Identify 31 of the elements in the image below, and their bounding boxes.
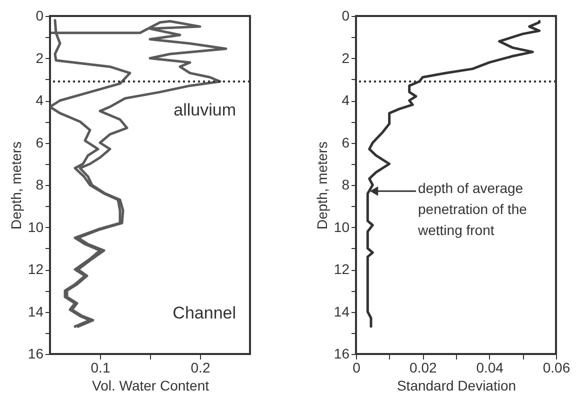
x-tick-label: 0 bbox=[352, 360, 361, 376]
y-tick-label: 8 bbox=[36, 176, 44, 192]
y-tick-label: 4 bbox=[342, 92, 350, 108]
y-tick-label: 10 bbox=[334, 218, 350, 235]
x-tick-label: 0.2 bbox=[190, 360, 210, 376]
y-tick-label: 2 bbox=[342, 50, 350, 66]
y-tick-label: 16 bbox=[334, 346, 350, 362]
x-tick-label: 0.06 bbox=[542, 360, 570, 376]
x-tick-label: 0.04 bbox=[476, 360, 504, 376]
y-tick-label: 2 bbox=[36, 50, 44, 66]
x-tick-label: 0.1 bbox=[90, 360, 110, 376]
x-axis-title: Standard Deviation bbox=[396, 378, 516, 394]
annotation: Channel bbox=[172, 303, 236, 322]
x-axis-title: Vol. Water Content bbox=[92, 378, 210, 394]
y-tick-label: 12 bbox=[28, 261, 44, 277]
annotation: alluvium bbox=[174, 100, 236, 120]
y-tick-label: 4 bbox=[36, 92, 44, 108]
y-tick-label: 16 bbox=[28, 346, 44, 362]
y-tick-label: 10 bbox=[28, 218, 44, 235]
y-tick-label: 14 bbox=[28, 303, 44, 320]
y-tick-label: 12 bbox=[334, 261, 350, 277]
x-tick-label: 0.02 bbox=[410, 360, 438, 376]
y-tick-label: 6 bbox=[36, 134, 44, 150]
annotation: depth of average penetration of the wetting front bbox=[417, 180, 528, 238]
y-axis-title: Depth, meters bbox=[314, 142, 330, 230]
y-tick-label: 14 bbox=[334, 303, 350, 320]
y-tick-label: 0 bbox=[36, 8, 44, 24]
y-tick-label: 0 bbox=[342, 8, 350, 24]
y-tick-label: 6 bbox=[342, 134, 350, 150]
y-tick-label: 8 bbox=[342, 176, 350, 192]
y-axis-title: Depth, meters bbox=[8, 142, 24, 230]
